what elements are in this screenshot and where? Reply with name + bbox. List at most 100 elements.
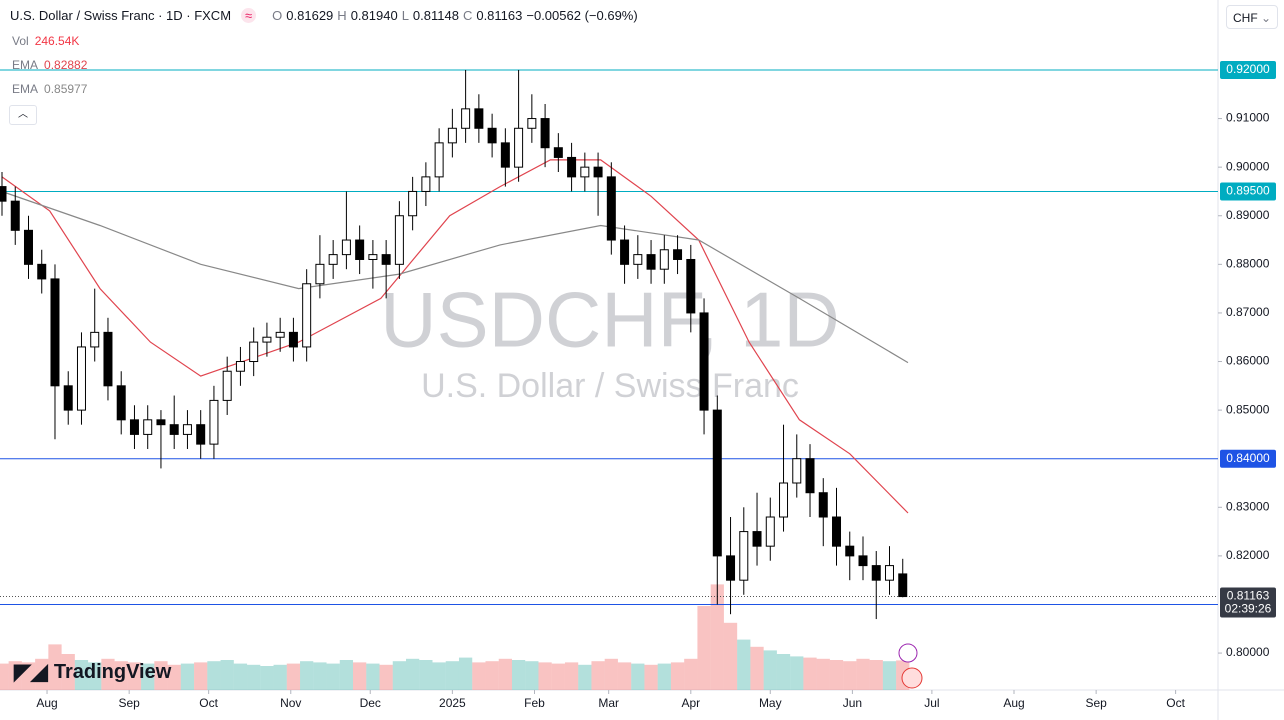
volume-legend: Vol 246.54K xyxy=(12,34,79,48)
candle-body xyxy=(779,482,789,518)
candle-body xyxy=(50,278,60,387)
candle-body xyxy=(832,516,842,547)
candle-body xyxy=(673,249,683,260)
candle-body xyxy=(553,147,563,158)
candle-body xyxy=(209,399,219,445)
candle-body xyxy=(699,312,709,411)
candle-body xyxy=(37,263,47,280)
volume-bar xyxy=(273,664,287,690)
watermark-title: USDCHF, 1D xyxy=(380,276,839,364)
candle-body xyxy=(633,254,643,265)
volume-bar xyxy=(882,661,897,690)
candle-body xyxy=(884,565,894,581)
y-tick-label: 0.86000 xyxy=(1226,354,1270,368)
ema-line xyxy=(1,190,909,364)
candle-body xyxy=(421,176,431,192)
logo: ◤◢ TradingView xyxy=(14,659,172,684)
volume-bar xyxy=(233,663,248,690)
candle-body xyxy=(434,142,444,178)
candle-body xyxy=(606,176,616,241)
candle-body xyxy=(500,142,510,168)
candle-body xyxy=(76,346,86,411)
volume-bar xyxy=(392,661,407,690)
volume-bar xyxy=(260,666,274,690)
candle-body xyxy=(235,361,245,372)
candle-body xyxy=(765,516,775,547)
candle-body xyxy=(222,370,232,401)
level-label: 0.84000 xyxy=(1226,451,1270,465)
volume-bar xyxy=(472,662,486,690)
volume-bar xyxy=(697,606,711,690)
volume-bar xyxy=(194,662,208,690)
x-tick-label: Jul xyxy=(924,696,939,710)
volume-bar xyxy=(167,664,181,690)
currency-select[interactable]: CHF ⌄ xyxy=(1226,5,1278,29)
candle-body xyxy=(845,545,855,557)
candle-body xyxy=(593,166,603,178)
candle-body xyxy=(474,108,484,129)
volume-bar xyxy=(710,584,724,690)
volume-bar xyxy=(114,661,128,690)
level-label: 0.92000 xyxy=(1226,62,1270,76)
c-value: 0.81163 xyxy=(476,8,523,23)
legend-name: EMA xyxy=(12,58,39,72)
level-tag xyxy=(1220,182,1276,201)
candle-body xyxy=(143,419,153,435)
candle-body xyxy=(567,156,577,178)
volume-bar xyxy=(247,664,261,690)
candle-body xyxy=(275,331,285,338)
volume-bar xyxy=(498,658,512,690)
volume-bar xyxy=(644,664,658,690)
x-tick-label: 2025 xyxy=(439,696,466,710)
volume-bar xyxy=(313,662,327,690)
y-tick-label: 0.82000 xyxy=(1226,548,1270,562)
candle-body xyxy=(262,336,272,343)
volume-bar xyxy=(485,661,499,690)
h-value: 0.81940 xyxy=(350,8,398,23)
volume-bar xyxy=(353,662,367,690)
x-tick-label: Aug xyxy=(1003,696,1024,710)
candle-body xyxy=(527,118,537,129)
alert-icon xyxy=(898,643,918,663)
candle-body xyxy=(156,419,166,426)
volume-bar xyxy=(657,663,671,690)
y-tick-label: 0.88000 xyxy=(1226,257,1270,271)
x-tick-label: Oct xyxy=(199,696,218,710)
volume-bar xyxy=(339,660,354,690)
candle-body xyxy=(368,254,378,260)
candle-body xyxy=(792,458,802,484)
volume-bar xyxy=(737,639,751,690)
volume-bar xyxy=(21,662,36,690)
volume-bar xyxy=(538,662,552,690)
x-tick-label: Dec xyxy=(360,696,381,710)
volume-bar xyxy=(551,663,565,690)
volume-bar xyxy=(48,644,62,690)
collapse-button[interactable]: ︿ xyxy=(9,105,37,125)
l-value: 0.81148 xyxy=(412,8,459,23)
volume-bar xyxy=(8,661,22,690)
x-tick-label: Jun xyxy=(843,696,862,710)
candle-body xyxy=(447,127,457,144)
symbol[interactable]: U.S. Dollar / Swiss Franc · 1D · FXCM xyxy=(10,8,232,23)
compare-icon[interactable]: ≈ xyxy=(241,8,257,23)
l-label: L xyxy=(401,8,409,23)
x-tick-label: Feb xyxy=(524,696,545,710)
volume-bar xyxy=(101,658,115,690)
h-label: H xyxy=(337,8,347,23)
volume-bar xyxy=(154,661,168,690)
last-price-tag xyxy=(1220,587,1276,618)
y-tick-label: 0.89000 xyxy=(1226,208,1270,222)
volume-bar xyxy=(432,662,446,690)
volume-bar xyxy=(127,662,142,690)
level-tag xyxy=(1220,449,1276,468)
x-tick-label: Mar xyxy=(598,696,619,710)
volume-bar xyxy=(856,658,870,690)
o-value: 0.81629 xyxy=(286,8,334,23)
candle-body xyxy=(739,531,749,581)
x-tick-label: Apr xyxy=(681,696,700,710)
candle-body xyxy=(580,166,590,178)
volume-bar xyxy=(286,663,301,690)
legend-value: 0.82882 xyxy=(44,58,88,72)
candle-body xyxy=(646,254,656,270)
